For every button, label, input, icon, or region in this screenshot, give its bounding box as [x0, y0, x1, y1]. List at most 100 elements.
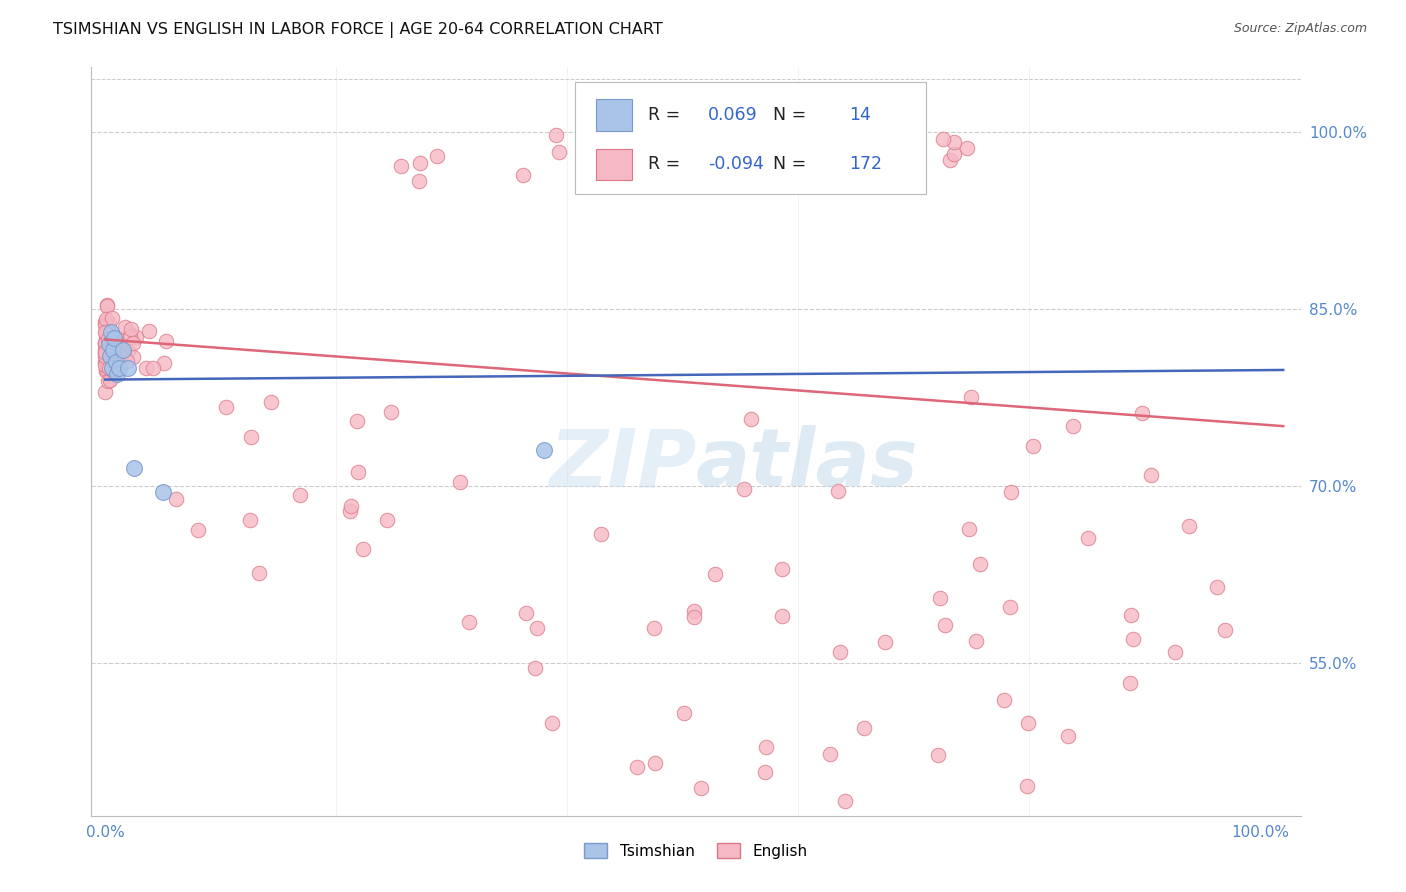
Point — [101, 330, 124, 344]
Point — [834, 794, 856, 808]
Point — [94, 326, 117, 340]
Point — [96, 298, 118, 312]
Point — [1213, 623, 1236, 637]
Point — [101, 360, 124, 375]
Point — [828, 645, 851, 659]
Point — [94, 346, 117, 360]
Point — [1062, 418, 1084, 433]
Point — [153, 356, 176, 370]
Point — [375, 512, 398, 526]
Point — [100, 360, 122, 375]
Point — [142, 360, 165, 375]
Point — [94, 336, 117, 351]
Point — [1000, 485, 1022, 500]
Point — [884, 163, 907, 178]
Point — [117, 343, 139, 358]
Point — [688, 126, 710, 140]
Point — [97, 331, 120, 345]
Point — [1077, 531, 1099, 545]
Point — [100, 310, 122, 325]
Point — [1119, 676, 1142, 690]
Point — [683, 604, 706, 618]
Point — [703, 161, 725, 176]
Point — [96, 299, 118, 313]
Point — [108, 360, 131, 375]
Point — [100, 326, 122, 340]
Point — [103, 364, 125, 378]
Point — [97, 325, 120, 339]
Point — [98, 338, 121, 352]
Point — [740, 412, 762, 426]
Point — [120, 327, 142, 342]
Point — [1163, 645, 1185, 659]
Point — [685, 142, 707, 156]
Point — [770, 562, 793, 576]
Bar — [596, 149, 631, 180]
Point — [897, 126, 920, 140]
Point — [120, 322, 142, 336]
Point — [1057, 729, 1080, 743]
Point — [100, 334, 122, 349]
Text: ZIP: ZIP — [548, 425, 696, 503]
Point — [512, 168, 534, 182]
Point — [548, 145, 571, 159]
Point — [352, 541, 374, 556]
Point — [339, 500, 361, 514]
Point — [643, 621, 665, 635]
Text: R =: R = — [648, 106, 685, 124]
Point — [103, 368, 125, 383]
Point — [1178, 519, 1201, 533]
Point — [97, 360, 120, 375]
Point — [165, 492, 187, 507]
Point — [827, 483, 849, 498]
Point — [703, 566, 725, 581]
Point — [97, 326, 120, 340]
Point — [645, 177, 668, 191]
Point — [103, 360, 125, 375]
Point — [928, 591, 950, 605]
Point — [98, 326, 121, 340]
Point — [260, 395, 283, 409]
Point — [346, 465, 368, 479]
Point — [98, 373, 121, 387]
Point — [690, 780, 713, 795]
Point — [1017, 779, 1039, 793]
Point — [733, 482, 755, 496]
Point — [94, 345, 117, 359]
Point — [103, 346, 125, 360]
Point — [110, 338, 132, 352]
Point — [215, 400, 238, 414]
Point — [927, 747, 949, 762]
Point — [960, 390, 983, 404]
Point — [747, 169, 769, 184]
Point — [239, 430, 262, 444]
Point — [683, 610, 706, 624]
Point — [108, 348, 131, 362]
Point — [939, 153, 962, 168]
Point — [94, 315, 117, 329]
Point — [135, 360, 157, 375]
Point — [96, 326, 118, 341]
Point — [94, 325, 117, 339]
Point — [998, 599, 1021, 614]
Point — [94, 318, 117, 333]
Point — [103, 331, 125, 345]
Point — [770, 609, 793, 624]
Point — [1139, 468, 1161, 483]
Point — [120, 330, 142, 344]
Point — [94, 362, 117, 376]
Point — [103, 343, 125, 357]
Point — [1122, 632, 1144, 646]
Point — [755, 739, 778, 754]
Point — [97, 346, 120, 360]
Text: -0.094: -0.094 — [709, 155, 763, 173]
Point — [103, 343, 125, 357]
Point — [339, 504, 361, 518]
Point — [105, 329, 128, 343]
Point — [101, 341, 124, 355]
Point — [934, 618, 956, 632]
Bar — [596, 99, 631, 131]
Point — [785, 129, 807, 144]
Point — [956, 141, 979, 155]
Point — [101, 358, 124, 372]
